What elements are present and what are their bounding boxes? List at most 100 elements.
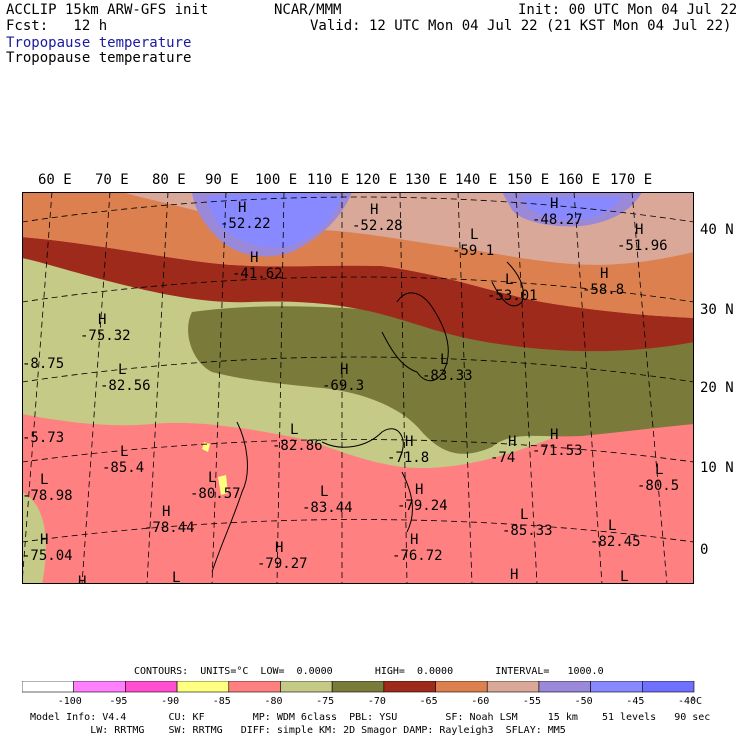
legend-swatch xyxy=(642,681,695,693)
extrema-value: -79.27 xyxy=(257,556,308,572)
legend-value: -65 xyxy=(419,696,438,707)
color-legend xyxy=(22,681,695,693)
model-info-line1: Model Info: V4.4 CU: KF MP: WDM 6class P… xyxy=(30,712,711,723)
extrema-value: -51.96 xyxy=(617,238,668,254)
lat-label: 40 N xyxy=(700,222,734,238)
init-time: Init: 00 UTC Mon 04 Jul 22 xyxy=(518,2,738,18)
extrema-type: H xyxy=(635,222,643,238)
extrema-value: -69.3 xyxy=(322,378,364,394)
lat-label: 30 N xyxy=(700,302,734,318)
lon-label: 130 E xyxy=(405,172,448,188)
extrema-type: H xyxy=(508,434,516,450)
legend-value: -95 xyxy=(109,696,128,707)
extrema-type: L xyxy=(470,227,478,243)
extrema-value: -85.4 xyxy=(102,460,144,476)
extrema-type: H xyxy=(415,482,423,498)
legend-swatch xyxy=(280,681,333,693)
coastlines xyxy=(211,261,524,573)
extrema-value: -41.62 xyxy=(232,266,283,282)
extrema-value: -48.27 xyxy=(532,212,583,228)
extrema-labels: H-52.22H-52.28L-59.1H-48.27H-51.96H-41.6… xyxy=(22,196,679,584)
valid-time: Valid: 12 UTC Mon 04 Jul 22 (21 KST Mon … xyxy=(310,18,732,34)
legend-value: -85 xyxy=(212,696,231,707)
extrema-type: H xyxy=(162,504,170,520)
extrema-type: H xyxy=(550,196,558,212)
tropopause-temperature-map: H-52.22H-52.28L-59.1H-48.27H-51.96H-41.6… xyxy=(22,192,694,584)
legend-swatch xyxy=(331,681,385,693)
field-title-blue: Tropopause temperature xyxy=(6,35,192,51)
extrema-type: H xyxy=(550,427,558,443)
legend-swatch xyxy=(383,681,436,693)
lon-label: 80 E xyxy=(152,172,186,188)
graticule xyxy=(22,192,694,584)
legend-value: -100 xyxy=(57,696,82,707)
lon-label: 140 E xyxy=(455,172,498,188)
extrema-value: -82.56 xyxy=(100,378,151,394)
extrema-value: -78.98 xyxy=(22,488,73,504)
extrema-type: L xyxy=(120,444,128,460)
extrema-type: H xyxy=(340,362,348,378)
extrema-value: -52.22 xyxy=(220,216,271,232)
lon-label: 90 E xyxy=(205,172,239,188)
extrema-type: L xyxy=(520,507,528,523)
extrema-type: L xyxy=(208,470,216,486)
lon-label: 70 E xyxy=(95,172,129,188)
legend-value: -60 xyxy=(471,696,490,707)
extrema-type: H xyxy=(370,202,378,218)
legend-unit: °C xyxy=(690,696,703,707)
extrema-type: H xyxy=(250,250,258,266)
lon-label: 150 E xyxy=(507,172,550,188)
map-frame xyxy=(22,192,694,584)
speckle-minus85 xyxy=(202,442,228,495)
model-info-line2: LW: RRTMG SW: RRTMG DIFF: simple KM: 2D … xyxy=(30,725,566,736)
legend-swatch xyxy=(486,681,540,693)
extrema-value: -75.04 xyxy=(22,548,73,564)
extrema-value: -8.75 xyxy=(22,356,64,372)
extrema-value: -85.33 xyxy=(502,523,553,539)
extrema-value: -59.1 xyxy=(452,243,494,259)
extrema-value: -79.24 xyxy=(397,498,448,514)
extrema-value: -76.72 xyxy=(392,548,443,564)
extrema-value: -58.8 xyxy=(582,282,624,298)
legend-swatch xyxy=(228,681,281,693)
legend-value: -75 xyxy=(316,696,335,707)
extrema-value: -52.28 xyxy=(352,218,403,234)
legend-swatch xyxy=(73,681,126,693)
lon-label: 100 E xyxy=(255,172,298,188)
legend-value: -40 xyxy=(678,696,697,707)
extrema-type: L xyxy=(172,570,180,584)
extrema-type: L xyxy=(620,569,628,584)
center-label: NCAR/MMM xyxy=(274,2,342,18)
legend-swatch xyxy=(22,681,74,693)
extrema-type: H xyxy=(600,266,608,282)
extrema-type: H xyxy=(40,532,48,548)
extrema-type: H xyxy=(405,434,413,450)
band-minus45 xyxy=(207,193,622,248)
legend-value: -80 xyxy=(264,696,283,707)
legend-value: -50 xyxy=(574,696,593,707)
extrema-type: L xyxy=(320,484,328,500)
extrema-value: -71.53 xyxy=(532,443,583,459)
legend-value: -55 xyxy=(522,696,541,707)
extrema-type: H xyxy=(98,312,106,328)
legend-swatch xyxy=(538,681,591,693)
extrema-type: H xyxy=(78,574,86,584)
extrema-type: L xyxy=(118,362,126,378)
extrema-type: H xyxy=(238,200,246,216)
extrema-value: -78.44 xyxy=(144,520,195,536)
legend-value: -70 xyxy=(367,696,386,707)
model-title: ACCLIP 15km ARW-GFS init xyxy=(6,2,209,18)
extrema-type: H xyxy=(510,567,518,583)
legend-swatch xyxy=(590,681,643,693)
band-minus65 xyxy=(22,237,694,352)
extrema-type: L xyxy=(608,518,616,534)
extrema-type: H xyxy=(410,532,418,548)
extrema-value: -53.01 xyxy=(487,288,538,304)
extrema-value: -83.44 xyxy=(302,500,353,516)
extrema-value: -75.32 xyxy=(80,328,131,344)
extrema-type: L xyxy=(40,472,48,488)
extrema-value: -82.45 xyxy=(590,534,641,550)
lon-label: 60 E xyxy=(38,172,72,188)
extrema-value: -80.5 xyxy=(637,478,679,494)
legend-value: -45 xyxy=(626,696,645,707)
